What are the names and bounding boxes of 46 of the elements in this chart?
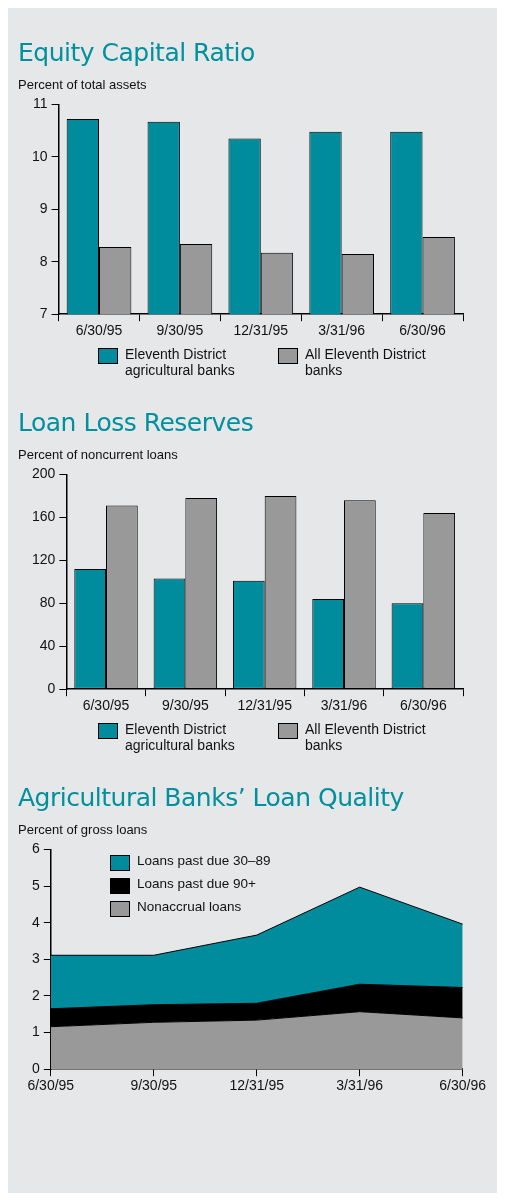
y-tick-label: 8 (39, 252, 48, 269)
x-tick-label: 3/31/96 (320, 697, 368, 714)
y-tick-label: 7 (39, 305, 48, 322)
y-tick-label: 9 (39, 200, 48, 217)
x-tick-label: 6/30/95 (75, 322, 123, 339)
y-tick-label: 2 (31, 986, 40, 1003)
y-tick-label: 0 (31, 1060, 40, 1077)
legend-label: All Eleventh District banks (305, 346, 427, 378)
y-tick-label: 11 (33, 95, 48, 112)
x-tick-label: 9/30/95 (161, 697, 209, 714)
legend-label: Loans past due 90+ (137, 876, 256, 891)
legend-label: Nonaccrual loans (137, 899, 242, 914)
chart-subtitle: Percent of noncurrent loans (18, 447, 179, 462)
x-tick-label: 6/30/96 (399, 322, 447, 339)
legend-label: All Eleventh District banks (305, 721, 427, 753)
y-tick-label: 4 (31, 913, 40, 930)
chart-subtitle: Percent of total assets (18, 77, 148, 92)
legend-label: Eleventh District agricultural banks (125, 346, 236, 378)
y-tick-label: 80 (39, 594, 56, 611)
x-tick-label: 6/30/96 (439, 1077, 487, 1094)
x-tick-label: 3/31/96 (336, 1077, 384, 1094)
chart-title: Loan Loss Reserves (18, 407, 255, 437)
y-tick-label: 1 (31, 1023, 40, 1040)
y-tick-label: 3 (31, 950, 40, 967)
chart-title: Equity Capital Ratio (18, 37, 256, 67)
x-tick-label: 12/31/95 (237, 697, 293, 714)
x-tick-label: 12/31/95 (233, 322, 289, 339)
legend-label: Loans past due 30–89 (137, 853, 271, 868)
y-tick-label: 10 (31, 147, 48, 164)
x-tick-label: 3/31/96 (318, 322, 366, 339)
x-tick-label: 12/31/95 (229, 1077, 285, 1094)
y-tick-label: 200 (32, 465, 56, 482)
x-tick-label: 6/30/95 (27, 1077, 75, 1094)
legend-label: Eleventh District agricultural banks (125, 721, 236, 753)
chart-subtitle: Percent of gross loans (18, 822, 149, 837)
x-tick-label: 6/30/96 (399, 697, 447, 714)
y-tick-label: 160 (32, 508, 56, 525)
y-tick-label: 6 (31, 840, 40, 857)
x-tick-label: 6/30/95 (82, 697, 130, 714)
x-tick-label: 9/30/95 (156, 322, 204, 339)
y-tick-label: 40 (39, 637, 56, 654)
chart-title: Agricultural Banks’ Loan Quality (18, 782, 405, 812)
y-tick-label: 120 (32, 551, 56, 568)
x-tick-label: 9/30/95 (130, 1077, 178, 1094)
y-tick-label: 0 (47, 680, 56, 697)
y-tick-label: 5 (31, 876, 40, 893)
